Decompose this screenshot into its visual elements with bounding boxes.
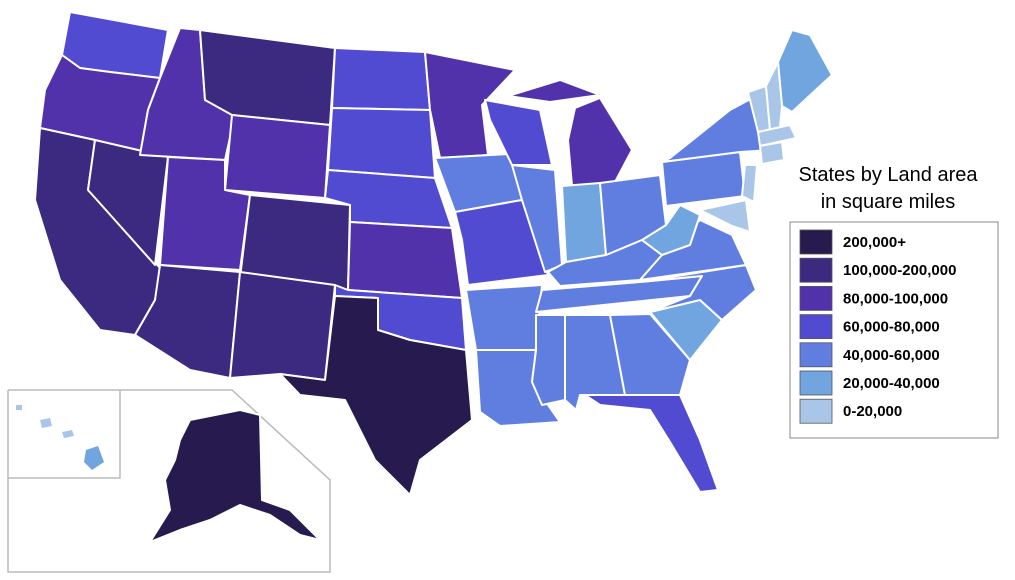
- state: [609, 313, 691, 396]
- legend-label: 0-20,000: [843, 403, 902, 420]
- legend-label: 200,000+: [843, 234, 906, 251]
- state: [561, 182, 607, 263]
- legend-title: in square miles: [821, 191, 956, 213]
- legend-swatch: [799, 229, 833, 255]
- state: [465, 284, 543, 351]
- state: [149, 409, 321, 543]
- state: [699, 199, 751, 233]
- legend-swatch: [799, 398, 833, 424]
- legend-label: 80,000-100,000: [843, 290, 948, 307]
- state: [741, 164, 758, 203]
- legend-label: 60,000-80,000: [843, 319, 940, 336]
- state: [765, 61, 783, 131]
- state: [641, 204, 701, 256]
- state: [327, 107, 436, 179]
- state: [224, 114, 331, 199]
- state: [347, 221, 463, 299]
- state: [279, 295, 473, 496]
- state: [454, 199, 549, 286]
- state: [777, 29, 833, 113]
- island: [62, 430, 74, 438]
- state: [507, 79, 601, 103]
- state: [229, 271, 336, 381]
- state: [757, 124, 797, 147]
- legend-label: 100,000-200,000: [843, 262, 956, 279]
- state: [567, 97, 633, 187]
- island: [40, 418, 52, 428]
- legend-swatch: [799, 342, 833, 368]
- legend-swatch: [799, 370, 833, 396]
- island: [16, 405, 22, 410]
- inset: [7, 389, 331, 573]
- state: [484, 99, 553, 166]
- legend-swatch: [799, 314, 833, 340]
- legend-title: States by Land area: [798, 164, 978, 186]
- state: [531, 314, 566, 406]
- legend-label: 40,000-60,000: [843, 347, 940, 364]
- legend-swatch: [799, 285, 833, 311]
- legend-label: 20,000-40,000: [843, 375, 940, 392]
- legend: States by Land area in square miles 200,…: [789, 164, 999, 439]
- island: [84, 446, 104, 470]
- state: [331, 47, 431, 111]
- state: [639, 219, 747, 281]
- state: [639, 264, 757, 321]
- state: [584, 394, 719, 493]
- legend-swatch: [799, 257, 833, 283]
- states: [34, 11, 833, 496]
- state: [759, 141, 785, 165]
